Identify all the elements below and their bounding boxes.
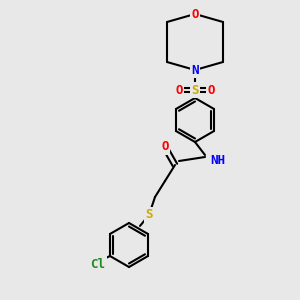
Text: O: O	[207, 83, 215, 97]
Text: O: O	[191, 8, 199, 20]
Text: S: S	[145, 208, 153, 221]
Text: O: O	[161, 140, 169, 154]
Text: O: O	[175, 83, 183, 97]
Text: S: S	[191, 83, 199, 97]
Text: Cl: Cl	[90, 257, 105, 271]
Text: N: N	[191, 64, 199, 76]
Text: NH: NH	[210, 154, 225, 166]
